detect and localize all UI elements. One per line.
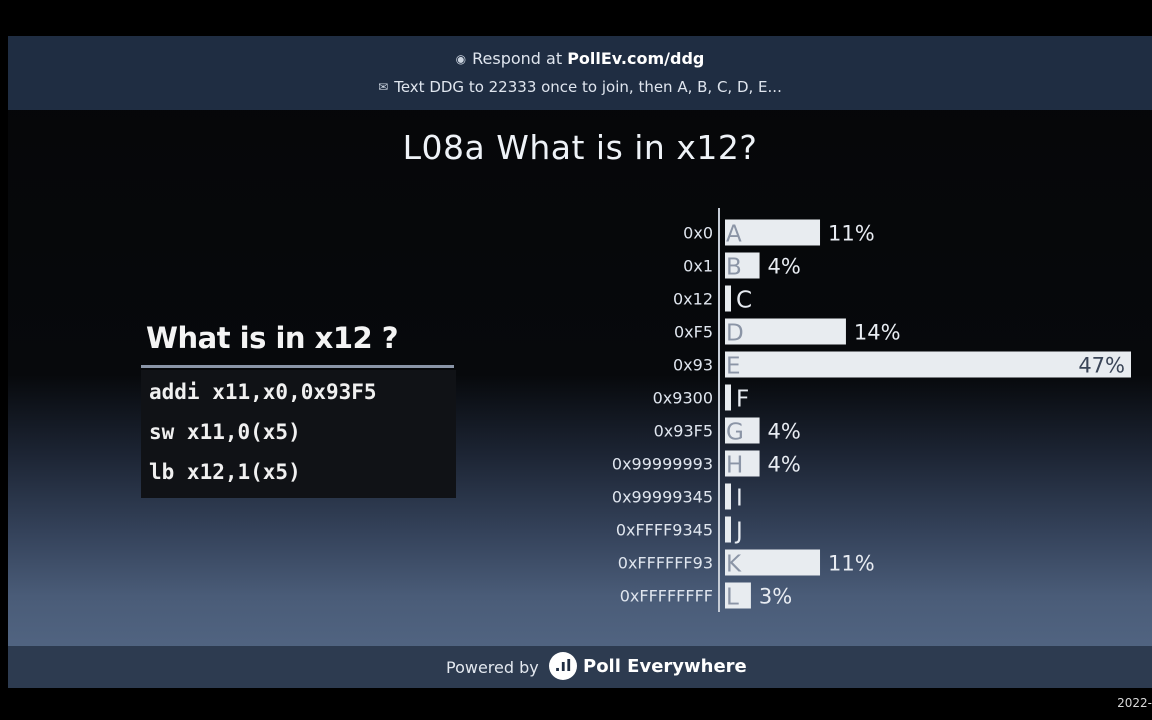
brand-name: Poll Everywhere [583,656,747,677]
value-label-L: 3% [759,585,792,609]
code-snippet-box: What is in x12 ? addi x11,x0,0x93F5 sw x… [141,321,456,498]
value-label-G: 4% [768,420,801,444]
bar-letter-B: B [726,255,742,281]
bar-letter-K: K [726,552,742,578]
corner-date-fragment: 2022- [1117,696,1152,710]
code-line-3: lb x12,1(x5) [149,460,301,484]
poll-slide: ◉ Respond at PollEv.com/ddg ✉ Text DDG to … [8,36,1152,688]
category-label-4: 0x93 [673,356,713,375]
results-bar-chart: 0x0 A 11% 0x1 B 4% 0x12 C 0xF5 D 14% 0x93 E 47% 0x9300… [612,208,1131,612]
bar-letter-L: L [726,585,739,611]
category-label-0: 0x0 [683,224,713,243]
value-label-K: 11% [828,552,875,576]
code-line-2: sw x11,0(x5) [149,420,301,444]
value-label-H: 4% [768,453,801,477]
bar-L [725,582,751,609]
bar-letter-F: F [736,387,749,413]
category-label-7: 0x99999993 [612,455,713,474]
bar-letter-H: H [726,453,743,479]
category-label-2: 0x12 [673,290,713,309]
category-label-8: 0x99999345 [612,488,713,507]
bar-G [725,417,760,444]
value-label-A: 11% [828,222,875,246]
bar-D [725,318,846,345]
code-body: addi x11,x0,0x93F5 sw x11,0(x5) lb x12,1… [141,370,456,498]
code-line-1: addi x11,x0,0x93F5 [149,380,377,404]
poll-header: ◉ Respond at PollEv.com/ddg ✉ Text DDG to … [8,36,1152,110]
respond-line: ◉ Respond at PollEv.com/ddg [8,49,1152,68]
category-label-5: 0x9300 [653,389,713,408]
category-label-10: 0xFFFFFF93 [618,554,713,573]
bar-K [725,549,821,576]
category-label-9: 0xFFFF9345 [616,521,713,540]
poll-url-link[interactable]: PollEv.com/ddg [567,49,705,68]
bar-letter-A: A [726,222,742,248]
bar-C [725,285,731,312]
respond-prefix: Respond at [472,49,568,68]
sms-icon: ✉ [378,80,389,94]
bar-letter-D: D [726,321,744,347]
category-label-1: 0x1 [683,257,713,276]
bar-letter-G: G [726,420,744,446]
bar-H [725,450,760,477]
globe-icon: ◉ [455,52,467,66]
code-heading: What is in x12 ? [146,321,399,355]
bar-letter-I: I [736,486,743,512]
powered-by-label: Powered by [446,658,539,677]
bar-letter-E: E [726,354,741,380]
text-instructions-line: ✉ Text DDG to 22333 once to join, then A,… [8,78,1152,96]
category-label-3: 0xF5 [674,323,713,342]
category-label-6: 0x93F5 [654,422,713,441]
bar-B [725,252,760,279]
poll-title: L08a What is in x12? [402,128,758,167]
bar-I [725,483,731,510]
value-label-D: 14% [854,321,901,345]
bar-A [725,219,821,246]
bar-E [725,351,1131,378]
poll-everywhere-logo-icon: .ıl [549,652,577,680]
poll-footer: Powered by .ıl Poll Everywhere [8,646,1152,688]
text-instructions: Text DDG to 22333 once to join, then A, … [394,78,782,96]
bar-letter-J: J [734,519,743,545]
value-label-B: 4% [768,255,801,279]
code-divider [141,365,454,368]
bar-F [725,384,731,411]
bar-J [725,516,731,543]
category-label-11: 0xFFFFFFFF [620,587,713,606]
bar-letter-C: C [736,288,752,314]
value-label-E: 47% [1078,354,1125,378]
